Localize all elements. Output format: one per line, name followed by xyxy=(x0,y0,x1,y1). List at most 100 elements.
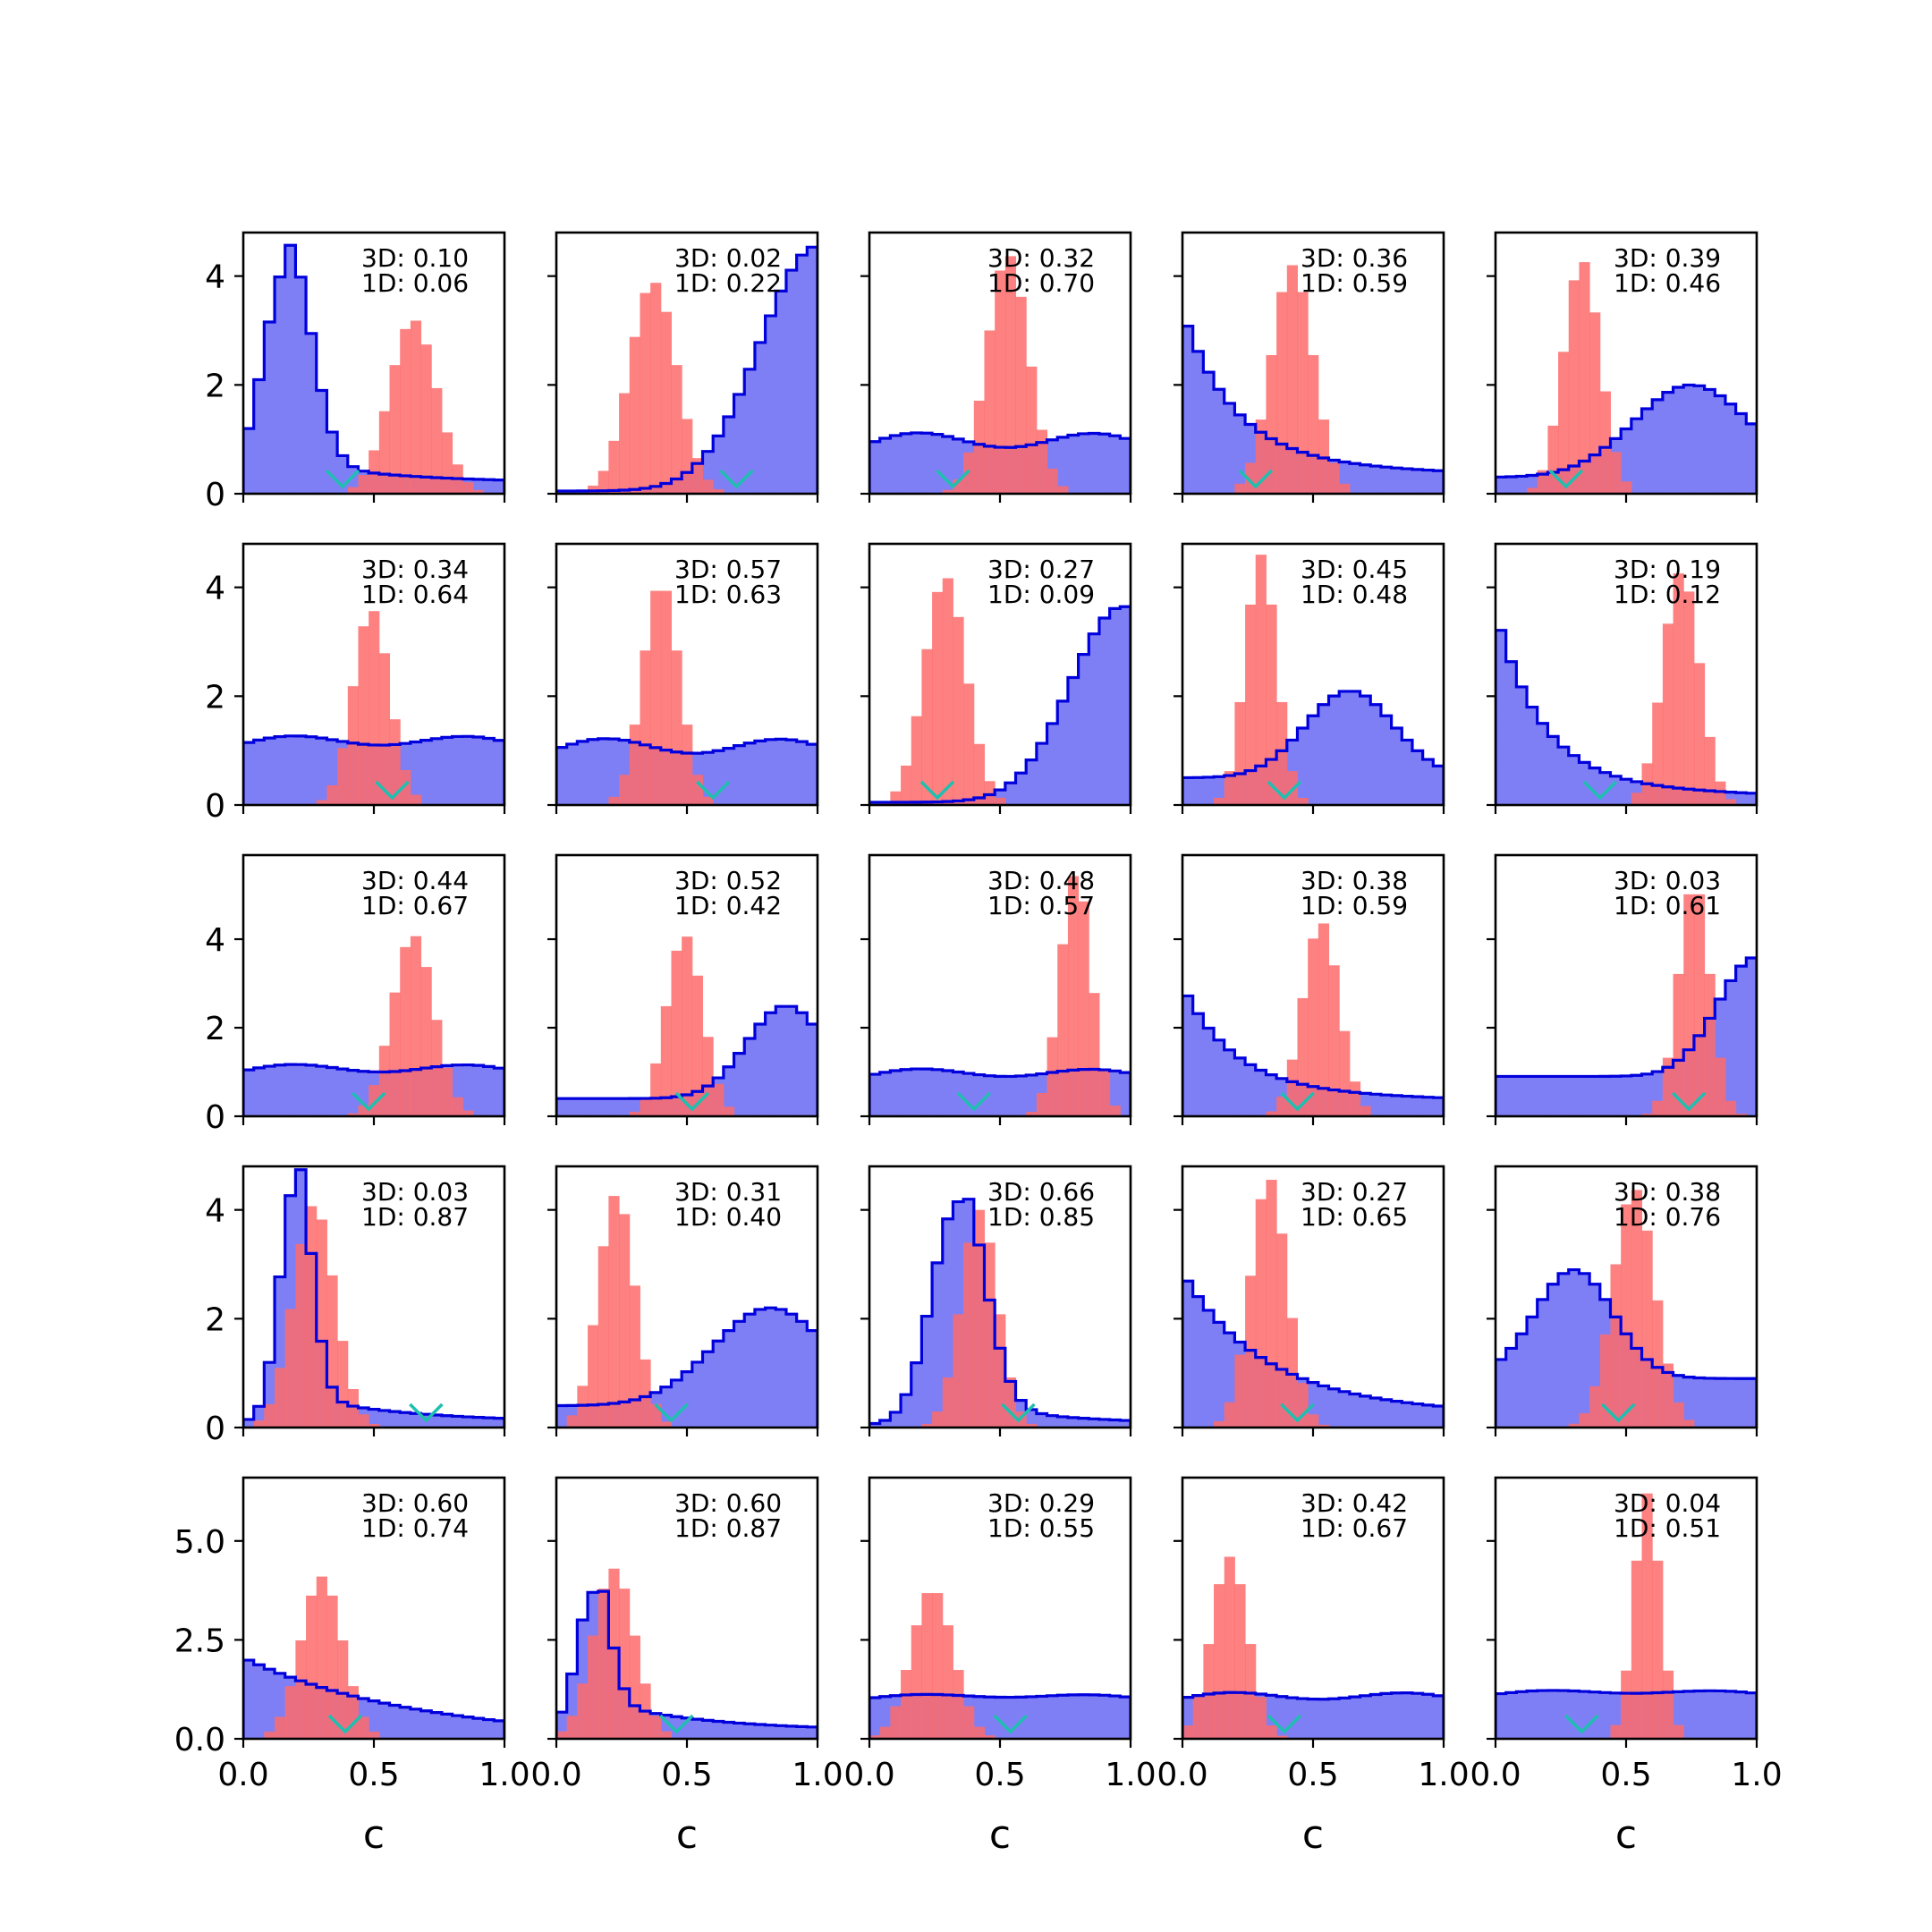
blue-bar xyxy=(911,1069,922,1116)
red-bar xyxy=(1286,1318,1298,1428)
plot-area xyxy=(556,590,818,805)
blue-bar xyxy=(1516,1334,1528,1428)
red-bar xyxy=(921,1593,933,1739)
blue-bar xyxy=(284,245,296,494)
red-bar xyxy=(295,1640,307,1739)
annotation-3d: 3D: 0.10 xyxy=(361,243,469,273)
x-tick-label: 0.0 xyxy=(530,1757,581,1793)
blue-bar xyxy=(796,1013,808,1116)
red-bar xyxy=(1599,391,1611,494)
blue-bar xyxy=(1109,1071,1121,1116)
blue-bar xyxy=(1182,996,1194,1116)
red-bar xyxy=(995,270,1006,494)
red-bar xyxy=(1234,1584,1246,1739)
blue-bar xyxy=(1621,428,1632,494)
plot-area xyxy=(1182,1180,1444,1428)
blue-bar xyxy=(452,1416,463,1428)
blue-bar xyxy=(1391,468,1402,494)
red-bar xyxy=(1026,1112,1038,1116)
blue-bar xyxy=(1004,783,1017,805)
blue-bar xyxy=(275,736,286,805)
blue-bar xyxy=(462,1417,474,1428)
blue-bar xyxy=(1527,1076,1538,1116)
red-bar xyxy=(932,1593,944,1739)
blue-bar xyxy=(1724,403,1737,494)
y-tick-label: 2.5 xyxy=(174,1623,225,1659)
blue-bar xyxy=(1276,1696,1288,1739)
y-tick-label: 0 xyxy=(205,788,225,825)
blue-bar xyxy=(1496,477,1507,494)
blue-bar xyxy=(754,1309,767,1428)
blue-bar xyxy=(420,740,432,805)
blue-bar xyxy=(472,1718,485,1739)
blue-bar xyxy=(691,1719,704,1739)
blue-bar xyxy=(1057,700,1069,805)
red-bar xyxy=(347,487,359,494)
red-bar xyxy=(963,683,975,805)
x-tick-label: 1.0 xyxy=(792,1757,843,1793)
red-bar xyxy=(1026,1423,1038,1428)
blue-bar xyxy=(1370,466,1382,494)
red-bar xyxy=(1662,1363,1674,1428)
red-bar xyxy=(619,775,631,805)
red-bar xyxy=(1067,876,1080,1116)
blue-bar xyxy=(1015,1075,1027,1116)
blue-bar xyxy=(723,1722,735,1739)
y-tick-label: 0 xyxy=(205,1099,225,1136)
blue-bar xyxy=(744,1724,756,1739)
red-bar xyxy=(316,800,327,805)
blue-bar xyxy=(1026,1409,1038,1428)
red-bar xyxy=(650,1403,662,1428)
blue-bar xyxy=(744,742,756,805)
red-bar xyxy=(1078,901,1089,1116)
blue-bar xyxy=(253,379,265,494)
red-bar xyxy=(640,292,651,494)
red-bar xyxy=(1026,366,1038,494)
blue-bar xyxy=(1098,1695,1111,1739)
red-bar xyxy=(1568,280,1580,494)
blue-bar xyxy=(275,1064,286,1116)
red-bar xyxy=(1266,604,1277,805)
blue-bar xyxy=(1098,1419,1111,1428)
blue-step-line xyxy=(1182,994,1444,1116)
x-tick-label: 1.0 xyxy=(479,1757,530,1793)
chevron-marker xyxy=(695,780,731,801)
red-bar xyxy=(973,1726,985,1739)
blue-bar xyxy=(1349,691,1361,805)
blue-bar xyxy=(723,748,735,805)
red-bar xyxy=(942,1625,953,1739)
blue-bar xyxy=(400,1412,411,1428)
blue-bar xyxy=(1078,1418,1089,1428)
red-bar xyxy=(441,1067,453,1116)
red-bar xyxy=(1046,469,1058,494)
blue-bar xyxy=(775,291,787,494)
blue-bar xyxy=(1411,469,1424,494)
plot-area xyxy=(1182,265,1444,494)
chevron-marker xyxy=(719,469,754,489)
blue-bar xyxy=(253,1665,265,1739)
y-tick-label: 0 xyxy=(205,1411,225,1447)
red-bar xyxy=(879,1726,891,1739)
x-axis-label: c xyxy=(676,1812,698,1858)
x-axis-label: c xyxy=(1615,1812,1637,1858)
red-bar xyxy=(452,1097,463,1116)
annotation-3d: 3D: 0.03 xyxy=(1614,866,1721,895)
blue-bar xyxy=(577,741,589,805)
red-bar xyxy=(369,1423,380,1428)
blue-bar xyxy=(369,1700,380,1739)
blue-bar xyxy=(1505,1692,1517,1739)
blue-step-line xyxy=(1496,1267,1757,1428)
blue-bar xyxy=(1527,1690,1538,1739)
blue-bar xyxy=(1255,1070,1267,1116)
blue-bar xyxy=(1568,755,1580,805)
blue-bar xyxy=(494,1418,504,1428)
blue-bar xyxy=(1370,1397,1382,1428)
blue-bar xyxy=(1015,773,1027,805)
blue-bar xyxy=(744,1314,756,1428)
